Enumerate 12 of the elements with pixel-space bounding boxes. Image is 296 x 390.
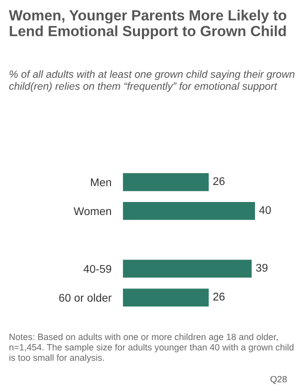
data-label: 26 — [213, 177, 225, 186]
data-label: 39 — [256, 264, 268, 272]
text: Q28 — [270, 376, 287, 384]
y-tick-label: 40-59 — [84, 264, 112, 273]
y-tick-label: Women — [74, 207, 112, 216]
y-tick-label: 60 or older — [59, 294, 112, 302]
y-tick-label: Men — [91, 178, 112, 186]
text: Notes: Based on adults with one or more children age 18 and older, n=1,454. The sample size for adults younger than 40 with a grown child is too small for analysis. — [9, 333, 294, 363]
chart-title: Women, Younger Parents More Likely to Lend Emotional Support to Grown Child — [8, 10, 286, 40]
data-label: 26 — [213, 292, 225, 301]
data-label: 40 — [259, 206, 271, 214]
chart-subtitle: % of all adults with at least one grown child saying their grown child(ren) relies on them “frequently” for emotional support — [9, 70, 294, 92]
